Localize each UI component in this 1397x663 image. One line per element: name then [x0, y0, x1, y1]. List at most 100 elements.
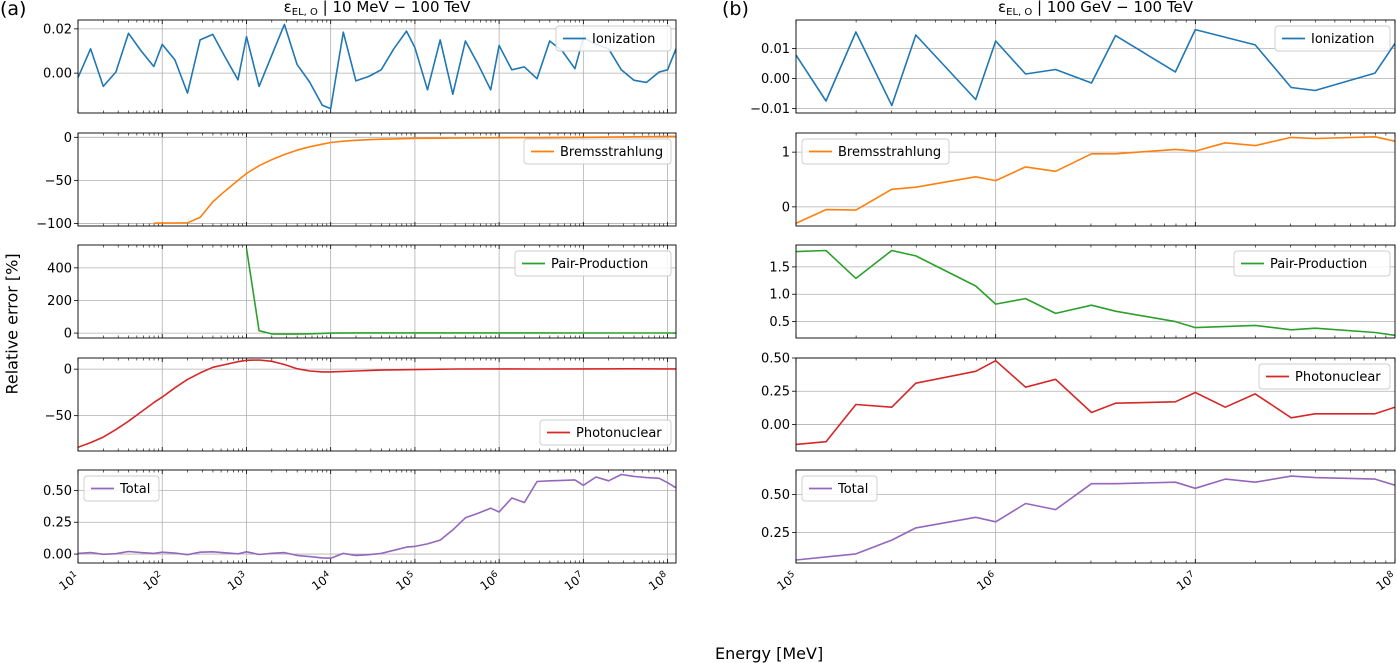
legend-label: Ionization — [592, 32, 655, 47]
legend-label: Pair-Production — [551, 257, 648, 272]
legend-label: Bremsstrahlung — [560, 145, 663, 160]
ytick-label: 0.00 — [761, 72, 790, 87]
axes-frame — [77, 357, 677, 452]
axes-frame — [795, 357, 1396, 452]
legend: Bremsstrahlung — [801, 138, 950, 165]
ytick-label: 0.25 — [761, 385, 790, 400]
xtick-label: 107 — [1173, 569, 1199, 593]
series-line-pair-production — [245, 248, 676, 335]
legend-box — [801, 138, 950, 165]
shared-xlabel: Energy [MeV] — [715, 644, 824, 663]
legend-label: Photonuclear — [1295, 370, 1381, 385]
axes-frame — [795, 469, 1396, 564]
legend: Photonuclear — [539, 419, 672, 446]
series-line-bremsstrahlung — [796, 136, 1395, 225]
legend: Bremsstrahlung — [523, 138, 672, 165]
xtick-label: 104 — [309, 569, 335, 593]
ytick-label: 0.01 — [761, 42, 790, 57]
legend-box — [539, 419, 672, 446]
subplot-photonuclear: 0.00 0.25 0.50 Photonuclear — [761, 352, 1396, 452]
ytick-label: 0.50 — [43, 484, 72, 499]
subplot-ionization: 0.00 0.02 Ionization — [43, 19, 677, 114]
ytick-label: 0.00 — [43, 548, 72, 563]
series-line-bremsstrahlung — [153, 135, 676, 224]
ytick-label: 1 — [782, 146, 790, 161]
legend: Pair-Production — [1233, 250, 1391, 277]
legend-label: Photonuclear — [576, 426, 662, 441]
ytick-label: −50 — [45, 409, 72, 424]
legend: Total — [83, 475, 160, 502]
subplot-photonuclear: −50 0 Photonuclear — [45, 357, 677, 452]
xtick-label: 103 — [224, 569, 250, 593]
legend: Pair-Production — [514, 250, 672, 277]
ytick-label: 400 — [47, 261, 72, 276]
xtick-label: 106 — [477, 569, 503, 593]
legend: Photonuclear — [1258, 363, 1391, 390]
ytick-label: 0.50 — [761, 488, 790, 503]
series-line-total — [796, 475, 1395, 561]
ytick-label: 0 — [64, 131, 72, 146]
series-line-ionization — [796, 28, 1395, 107]
ytick-label: −100 — [36, 217, 72, 232]
chart-title: εEL, O | 100 GeV − 100 TeV — [998, 0, 1194, 18]
chart-title: εEL, O | 10 MeV − 100 TeV — [284, 0, 471, 18]
legend-box — [514, 250, 672, 277]
ytick-label: 0.5 — [769, 315, 790, 330]
xtick-label: 107 — [561, 569, 587, 593]
ytick-label: 0.02 — [43, 22, 72, 37]
xtick-label: 105 — [774, 569, 800, 593]
axes-frame — [795, 19, 1396, 114]
ytick-label: 0 — [64, 327, 72, 342]
legend-box — [1258, 363, 1391, 390]
ytick-label: −0.01 — [750, 102, 790, 117]
ytick-label: 0.00 — [761, 418, 790, 433]
series-line-photonuclear — [796, 359, 1395, 446]
ytick-label: −50 — [45, 174, 72, 189]
subplot-ionization: −0.01 0.00 0.01 Ionization — [750, 19, 1396, 117]
subplot-total: 0.00 0.25 0.50 Total 101 102 103 104 105 106 107 10… — [43, 469, 677, 594]
legend-box — [555, 25, 672, 52]
axes-frame — [795, 244, 1396, 339]
legend-box — [1233, 250, 1391, 277]
ytick-label: 0 — [782, 200, 790, 215]
subplot-pair-production: 0.5 1.0 1.5 Pair-Production — [769, 244, 1396, 339]
series-line-pair-production — [796, 249, 1395, 337]
legend-box — [523, 138, 672, 165]
ytick-label: 0.00 — [43, 67, 72, 82]
legend-label: Ionization — [1311, 32, 1374, 47]
ytick-label: 0 — [64, 363, 72, 378]
legend-box — [801, 475, 878, 502]
xtick-label: 106 — [974, 569, 1000, 593]
legend-label: Pair-Production — [1270, 257, 1367, 272]
legend: Ionization — [555, 25, 672, 52]
ytick-label: 1.0 — [769, 288, 790, 303]
xtick-label: 108 — [1373, 569, 1397, 593]
axes-frame — [77, 132, 677, 227]
xtick-label: 102 — [140, 569, 166, 593]
legend-box — [83, 475, 160, 502]
ytick-label: 0.25 — [761, 526, 790, 541]
axes-frame — [795, 132, 1396, 227]
subplot-bremsstrahlung: −100 −50 0 Bremsstrahlung — [36, 131, 677, 232]
legend: Total — [801, 475, 878, 502]
chart-panel-a: εEL, O | 10 MeV − 100 TeV 0.00 0.02 Ionizat… — [36, 0, 677, 594]
legend-box — [1274, 25, 1391, 52]
ytick-label: 0.25 — [43, 516, 72, 531]
ytick-label: 0.50 — [761, 352, 790, 367]
xtick-label: 108 — [645, 569, 671, 593]
legend-label: Total — [119, 482, 150, 497]
axes-frame — [77, 19, 677, 114]
series-line-total — [78, 473, 676, 560]
chart-panel-b: εEL, O | 100 GeV − 100 TeV −0.01 0.00 0.01 I… — [750, 0, 1397, 594]
xtick-label: 105 — [393, 569, 419, 593]
ytick-label: 200 — [47, 294, 72, 309]
legend-label: Total — [837, 482, 868, 497]
legend: Ionization — [1274, 25, 1391, 52]
subplot-pair-production: 0 200 400 Pair-Production — [47, 244, 677, 342]
panel-label-a: (a) — [0, 0, 27, 20]
subplot-bremsstrahlung: 0 1 Bremsstrahlung — [782, 132, 1396, 227]
subplot-total: 0.25 0.50 Total 105 106 107 108 — [761, 469, 1397, 594]
legend-label: Bremsstrahlung — [838, 145, 941, 160]
panel-label-b: (b) — [722, 0, 749, 20]
